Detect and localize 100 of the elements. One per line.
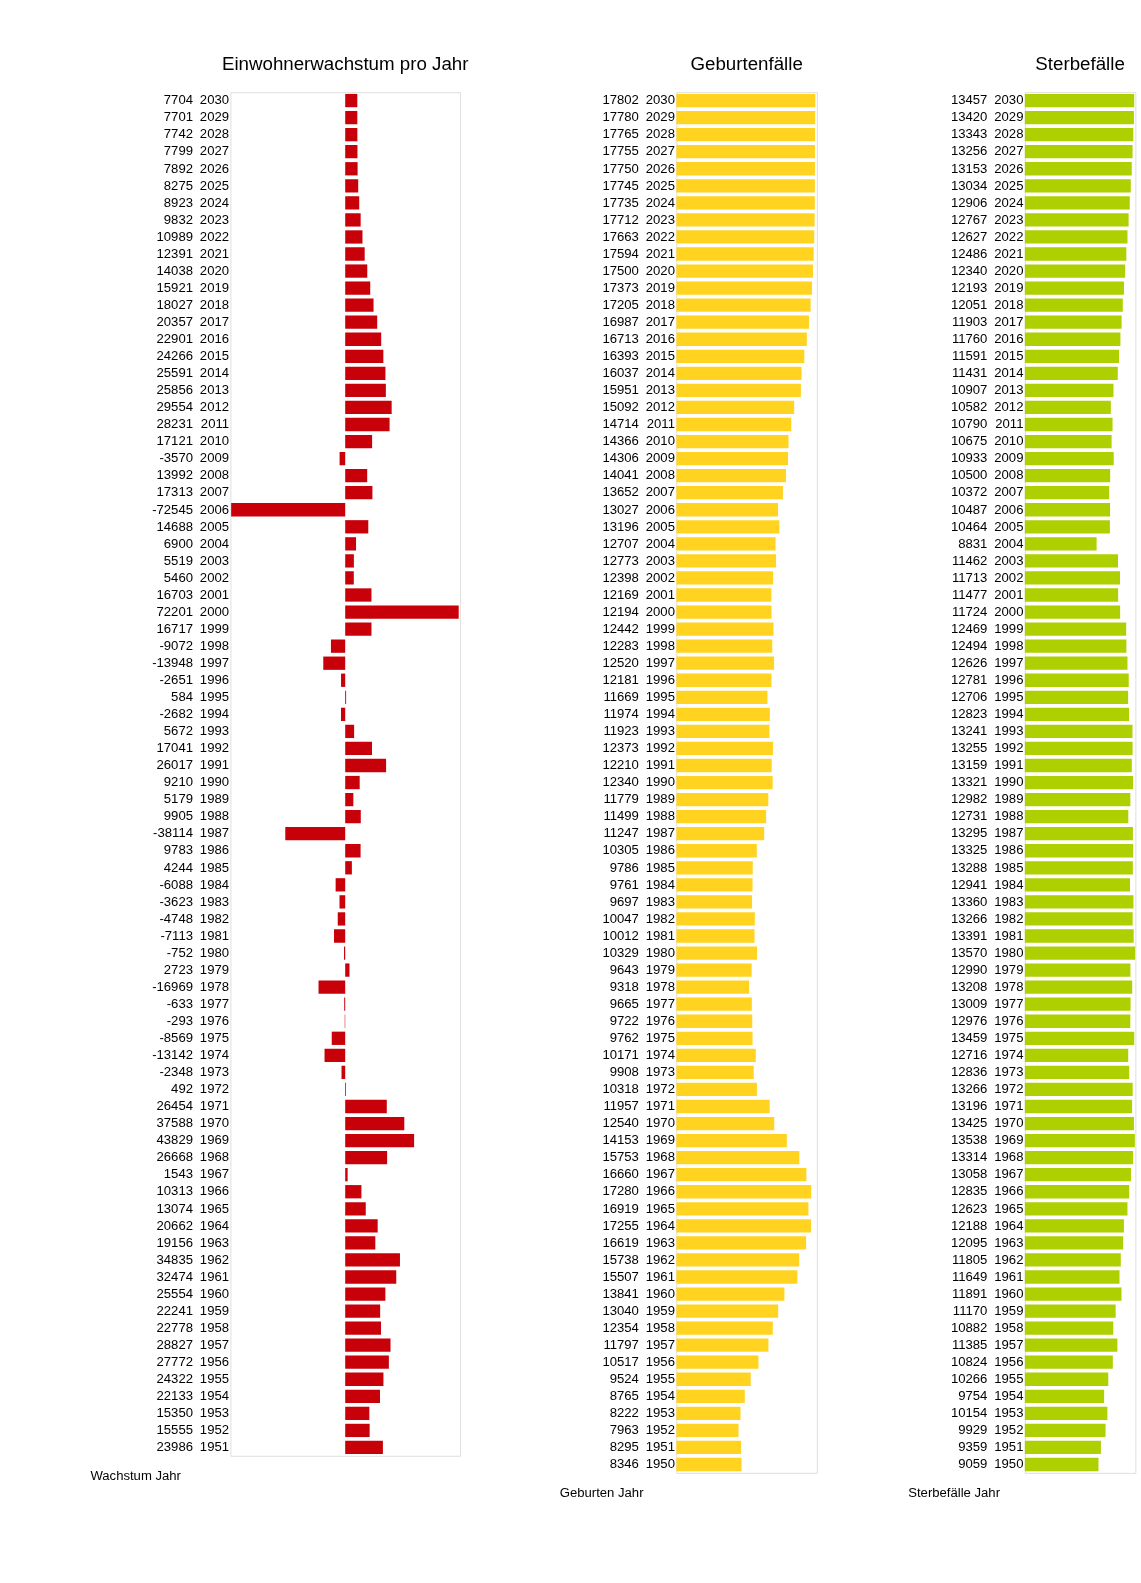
bar: [1024, 1048, 1129, 1062]
y-tick-label: 1990: [645, 774, 675, 790]
data-label: 72201: [156, 603, 193, 619]
bar: [1024, 213, 1129, 227]
bar: [1024, 844, 1134, 858]
y-tick-label: 2006: [645, 501, 675, 517]
bar: [676, 1457, 742, 1472]
bar: [676, 622, 774, 636]
y-tick-label: 1957: [645, 1336, 675, 1352]
bar: [676, 861, 753, 875]
bar: [676, 1031, 753, 1045]
data-label: 10500: [950, 467, 988, 483]
bar: [345, 809, 361, 824]
data-label: 12706: [950, 689, 988, 705]
bar: [1024, 929, 1134, 943]
y-tick-label: 1968: [199, 1149, 230, 1165]
y-tick-label: 1951: [199, 1439, 230, 1455]
data-label: 12731: [950, 808, 988, 824]
y-tick-label: 2018: [199, 296, 230, 312]
y-tick-label: 1978: [994, 978, 1024, 994]
data-label: 17121: [156, 433, 193, 449]
y-tick-label: 1961: [994, 1268, 1024, 1284]
data-label: 25856: [156, 382, 193, 398]
data-label: 20662: [156, 1217, 193, 1233]
y-tick-label: 2013: [645, 382, 675, 398]
bar: [676, 247, 814, 261]
bar: [1024, 281, 1124, 295]
y-tick-label: 1964: [645, 1217, 675, 1233]
y-tick-label: 2013: [199, 382, 230, 398]
bar: [339, 895, 346, 909]
y-tick-label: 1997: [645, 654, 675, 670]
bar: [345, 1253, 400, 1267]
y-tick-label: 1976: [994, 1012, 1024, 1028]
bar: [1024, 196, 1130, 210]
x-axis-title: Sterbefälle Jahr: [908, 1484, 1001, 1500]
bar: [345, 162, 358, 176]
bar: [676, 1270, 798, 1284]
y-tick-label: 1982: [645, 910, 675, 926]
bar: [1024, 247, 1127, 261]
y-tick-label: 2001: [645, 586, 675, 602]
y-tick-label: 1979: [645, 961, 675, 977]
y-tick-label: 1982: [199, 910, 230, 926]
data-label: 11462: [951, 552, 988, 568]
data-label: 22778: [156, 1319, 193, 1335]
bar: [337, 912, 346, 926]
bar: [676, 980, 750, 994]
data-label: 11797: [603, 1336, 639, 1352]
bar: [1024, 741, 1133, 756]
data-label: 12976: [950, 1012, 988, 1028]
y-tick-label: 2007: [645, 484, 675, 500]
y-tick-label: 2011: [995, 416, 1024, 432]
y-tick-label: 1953: [199, 1405, 230, 1421]
data-label: 19156: [156, 1234, 193, 1250]
bar: [345, 196, 360, 210]
data-label: 13570: [950, 944, 988, 960]
data-label: -2348: [159, 1064, 193, 1080]
data-label: 7701: [163, 109, 193, 125]
data-label: 11499: [603, 808, 639, 824]
bar: [345, 400, 392, 415]
data-label: 14038: [156, 262, 193, 278]
bar: [676, 1133, 787, 1148]
data-label: -2651: [159, 671, 193, 687]
data-label: 13420: [950, 109, 988, 125]
bar: [1024, 400, 1111, 415]
bar: [676, 537, 776, 551]
bar: [1024, 1014, 1131, 1028]
y-tick-label: 1971: [199, 1098, 230, 1114]
bar: [345, 1423, 370, 1438]
bar: [345, 758, 387, 773]
bar: [1024, 520, 1110, 534]
data-label: 8275: [163, 177, 193, 193]
data-label: 10464: [950, 518, 988, 534]
data-label: 10989: [156, 228, 193, 244]
bar: [1024, 690, 1129, 704]
bar: [676, 707, 770, 721]
y-tick-label: 1981: [645, 927, 675, 943]
y-tick-label: 1986: [994, 842, 1024, 858]
data-label: 13196: [950, 1098, 988, 1114]
bar: [345, 1355, 389, 1369]
bar: [345, 1202, 366, 1216]
data-label: -7113: [160, 927, 193, 943]
y-tick-label: 2016: [645, 331, 675, 347]
y-tick-label: 1962: [199, 1251, 230, 1267]
bar: [676, 1202, 809, 1216]
y-tick-label: 2018: [645, 296, 675, 312]
y-tick-label: 1992: [994, 740, 1024, 756]
bar: [1024, 1304, 1116, 1318]
bar: [345, 1338, 391, 1352]
y-tick-label: 1994: [199, 706, 230, 722]
y-tick-label: 1979: [199, 961, 230, 977]
bar: [345, 213, 361, 227]
bar: [345, 1372, 384, 1386]
bar: [676, 844, 757, 858]
y-tick-label: 2010: [994, 433, 1024, 449]
y-tick-label: 2000: [199, 603, 230, 619]
bar: [676, 1219, 812, 1233]
y-tick-label: 2010: [199, 433, 230, 449]
bar: [1024, 230, 1128, 244]
data-label: 13266: [950, 1081, 988, 1097]
y-tick-label: 2003: [199, 552, 230, 568]
